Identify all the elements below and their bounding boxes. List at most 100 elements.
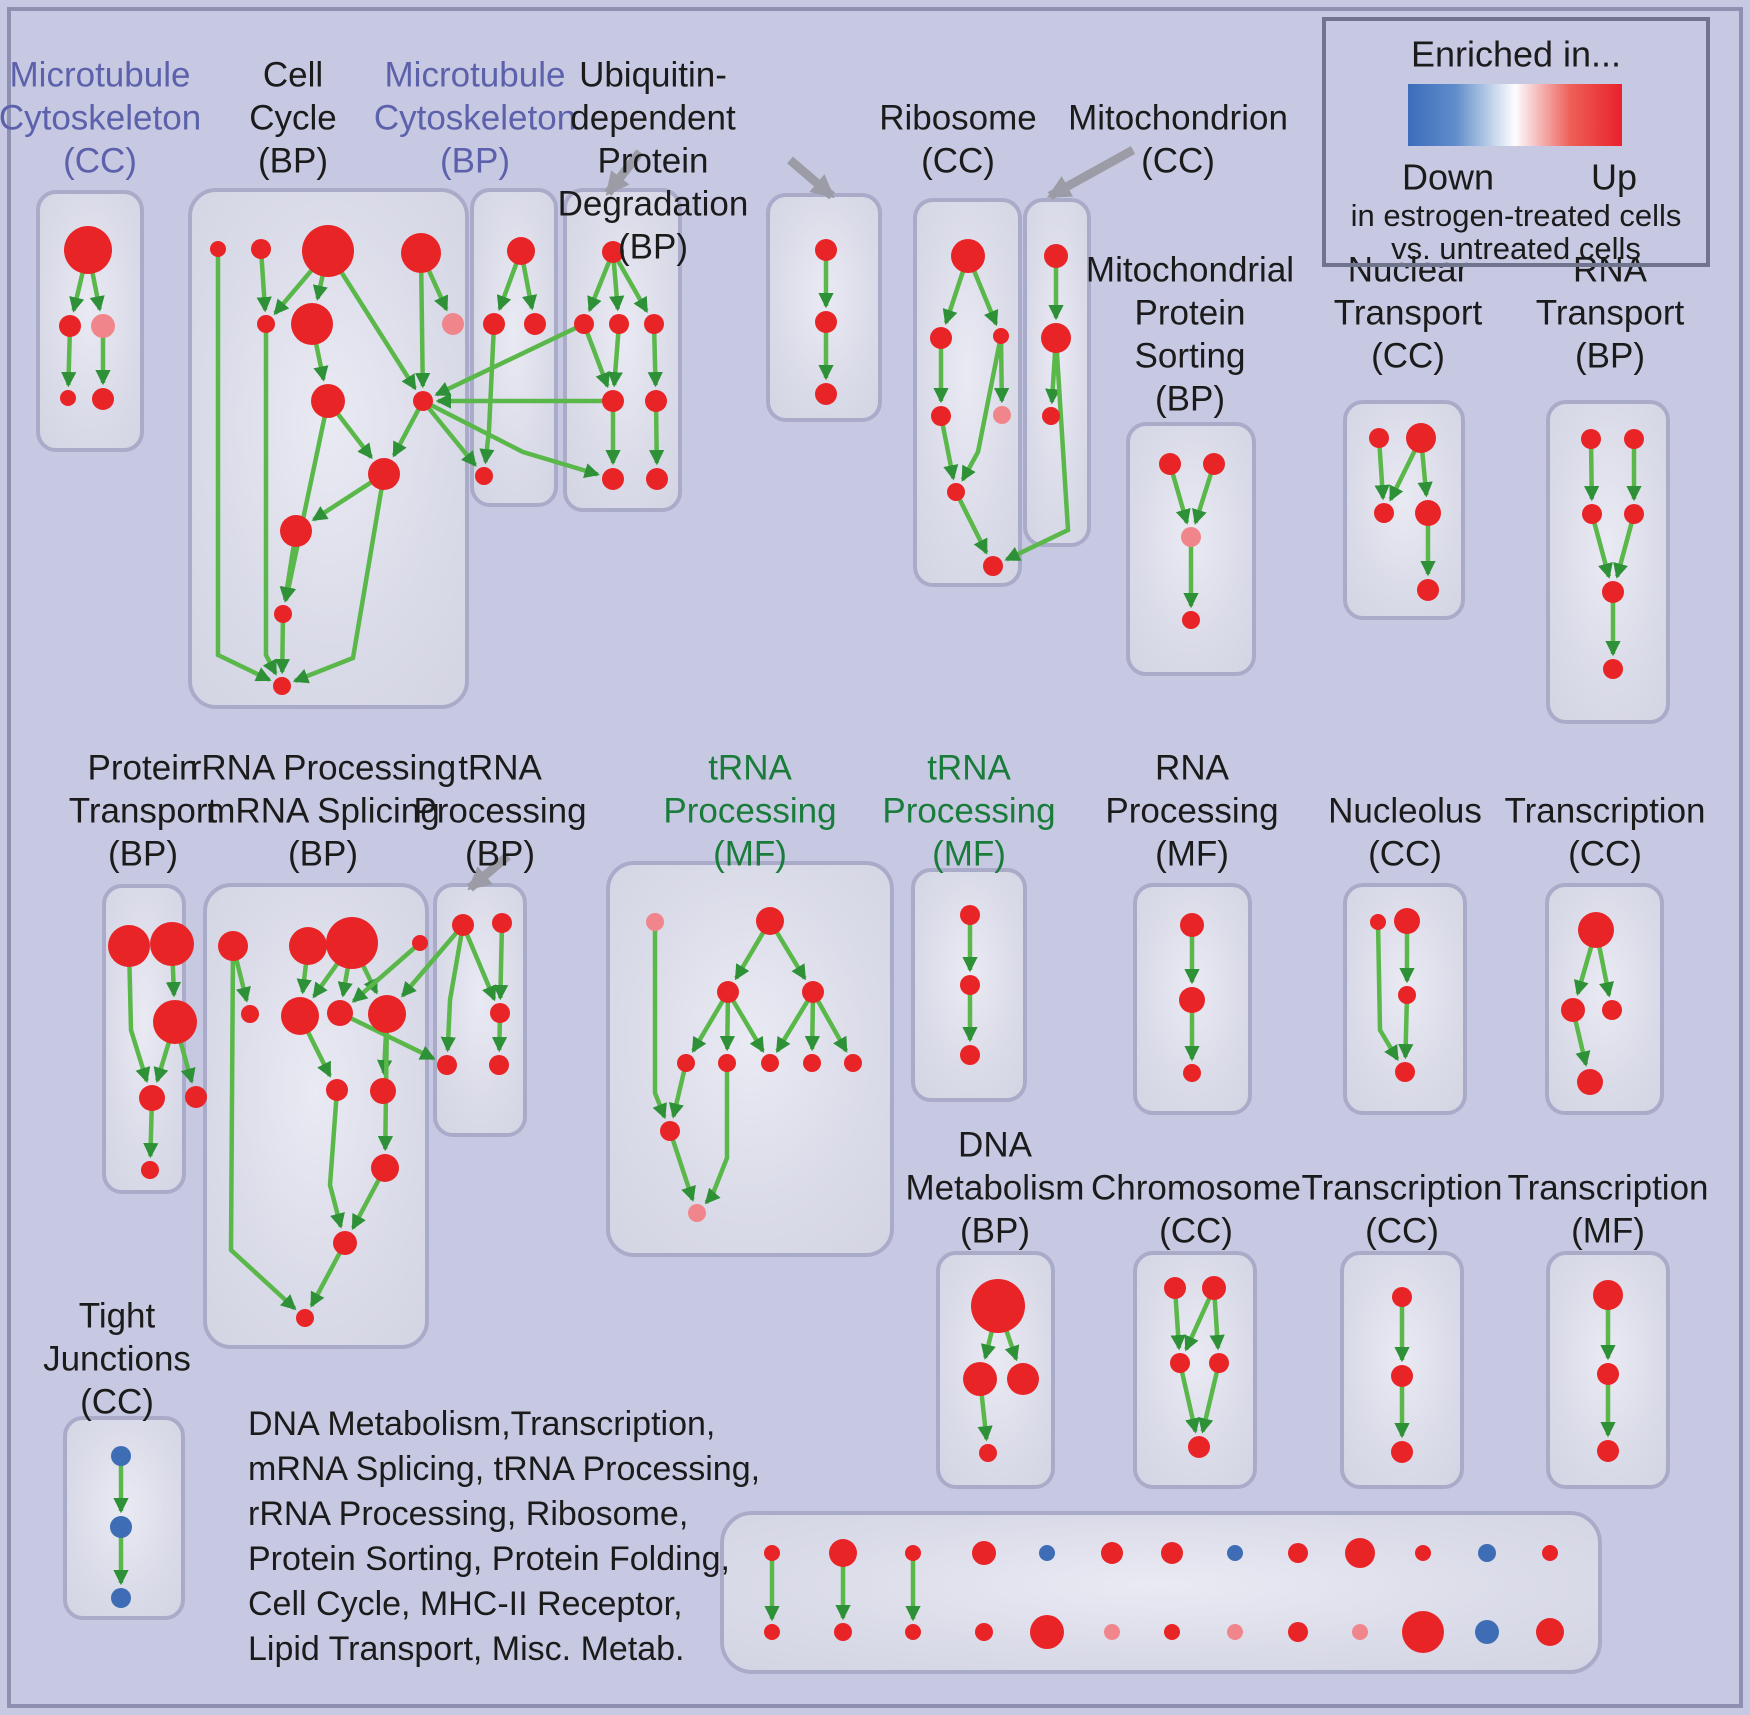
edge-arrow-c2-c5	[581, 323, 610, 389]
edge-arrow-w4-w9	[811, 990, 849, 1053]
edge-arrow-n1-n13	[215, 249, 272, 682]
go-term-node-n9	[413, 391, 433, 411]
go-term-node-c2	[574, 314, 594, 334]
go-term-node-d2	[815, 311, 837, 333]
go-term-node-n5	[257, 315, 275, 333]
cluster-label-cell-cycle-bp-line1: Cell	[263, 55, 323, 94]
cluster-label-rna-transport-bp-line1: RNA	[1573, 250, 1648, 289]
go-term-node-n1	[210, 241, 226, 257]
go-term-node-r3	[993, 328, 1009, 344]
go-term-node-k3	[1602, 1000, 1622, 1020]
misc-note-line6: Lipid Transport, Misc. Metab.	[248, 1630, 685, 1668]
go-term-node-r4	[931, 406, 951, 426]
go-term-node-bb3b	[905, 1624, 921, 1640]
cluster-label-chromosome-cc-line1: Chromosome	[1091, 1168, 1301, 1207]
go-term-node-q8	[368, 995, 406, 1033]
go-term-node-q3	[326, 917, 378, 969]
go-term-node-r1	[951, 239, 985, 273]
go-term-node-r5	[993, 406, 1011, 424]
go-term-node-j3	[1597, 1440, 1619, 1462]
edge-arrow-t1-t3	[1374, 437, 1390, 501]
edge-arrow-q1-q13	[228, 945, 297, 1311]
edge-arrow-v1-q8	[400, 923, 465, 998]
go-term-node-q10	[370, 1078, 396, 1104]
go-term-node-d1	[815, 239, 837, 261]
go-term-node-bb1t	[764, 1545, 780, 1561]
go-term-node-bb10b	[1352, 1624, 1368, 1640]
go-term-node-tj2	[110, 1516, 132, 1538]
cluster-label-tight-junctions-cc-line1: Tight	[79, 1296, 156, 1335]
go-term-node-m3	[1042, 407, 1060, 425]
go-term-node-q13	[296, 1309, 314, 1327]
go-term-node-v1	[452, 914, 474, 936]
edge-arrow-n2-n5	[256, 248, 272, 313]
go-term-node-w11	[688, 1204, 706, 1222]
go-term-node-c6	[645, 390, 667, 412]
cluster-label-trna-processing-mf-1-line2: Processing	[663, 791, 836, 830]
go-term-node-bb8b	[1227, 1624, 1243, 1640]
go-term-node-bb12t	[1478, 1544, 1496, 1562]
go-term-node-z2	[1394, 908, 1420, 934]
go-term-node-g2	[963, 1362, 997, 1396]
go-term-node-q12	[333, 1231, 357, 1255]
go-term-node-z4	[1395, 1062, 1415, 1082]
go-term-node-bb13t	[1542, 1545, 1558, 1561]
go-term-node-h1	[1164, 1277, 1186, 1299]
edge-arrow-r3-r6	[960, 335, 1004, 482]
box-rrna-mrna	[203, 883, 429, 1349]
cluster-label-trna-processing-bp-line2: Processing	[413, 791, 586, 830]
edge-arrow-u1-u3	[1583, 438, 1600, 502]
edge-arrow-m2-r7	[1004, 337, 1071, 562]
cluster-label-mitochondrion-cc-line1: Mitochondrion	[1068, 98, 1288, 137]
go-term-node-e3	[960, 1045, 980, 1065]
go-term-node-w3	[717, 981, 739, 1003]
go-term-node-a1	[64, 226, 112, 274]
go-term-node-w2	[756, 907, 784, 935]
box-nuclear-transport	[1343, 400, 1465, 620]
go-term-node-e2	[960, 975, 980, 995]
cluster-label-protein-transport-bp-line3: (BP)	[108, 834, 178, 873]
cluster-label-rna-transport-bp-line3: (BP)	[1575, 336, 1645, 375]
go-term-node-n6	[291, 303, 333, 345]
edge-arrow-w5-w10	[668, 1062, 689, 1119]
cluster-label-nuclear-transport-cc-line2: Transport	[1334, 293, 1483, 332]
go-term-node-n13	[273, 677, 291, 695]
go-term-node-q4	[412, 935, 428, 951]
cluster-label-trna-processing-mf-1-line3: (MF)	[713, 834, 787, 873]
cluster-label-trna-processing-mf-1-line1: tRNA	[708, 748, 792, 787]
go-term-node-f1	[1180, 913, 1204, 937]
go-term-node-a5	[92, 388, 114, 410]
cluster-label-trna-processing-bp-line1: tRNA	[458, 748, 542, 787]
edge-arrow-n3-n9	[326, 249, 417, 391]
edge-arrow-w6-w11	[704, 1063, 730, 1205]
go-term-node-t4	[1415, 500, 1441, 526]
cluster-label-dna-metabolism-bp-line3: (BP)	[960, 1211, 1030, 1250]
cluster-label-cell-cycle-bp-line3: (BP)	[258, 141, 328, 180]
edge-arrow-c3-c5	[607, 323, 623, 388]
misc-note-line1: DNA Metabolism,Transcription,	[248, 1405, 715, 1443]
go-term-node-n2	[251, 239, 271, 259]
misc-note-line4: Protein Sorting, Protein Folding,	[248, 1540, 730, 1578]
go-term-node-c4	[644, 314, 664, 334]
cluster-label-mitochondrion-cc-line2: (CC)	[1141, 141, 1215, 180]
go-term-node-p4	[139, 1085, 165, 1111]
go-term-node-c5	[602, 390, 624, 412]
cluster-label-transcription-cc-row2-line2: (CC)	[1568, 834, 1642, 873]
go-term-node-bb13b	[1536, 1618, 1564, 1646]
go-term-node-h4	[1209, 1353, 1229, 1373]
go-term-node-z1	[1370, 914, 1386, 930]
edge-arrow-n4-n9	[414, 252, 431, 389]
go-term-node-bb8t	[1227, 1545, 1243, 1561]
go-term-node-bb9t	[1288, 1543, 1308, 1563]
go-term-node-w8	[803, 1054, 821, 1072]
go-term-node-bb2t	[829, 1539, 857, 1567]
figure-border	[7, 7, 1743, 1708]
cluster-label-mitochondrial-protein-sorting-bp-line3: Sorting	[1135, 336, 1246, 375]
box-misc-wide	[720, 1511, 1602, 1674]
cluster-label-rna-processing-mf-line3: (MF)	[1155, 834, 1229, 873]
go-term-node-b2	[483, 313, 505, 335]
cluster-label-trna-processing-mf-2-line2: Processing	[882, 791, 1055, 830]
go-term-node-n3	[302, 225, 354, 277]
go-term-node-bb6t	[1101, 1542, 1123, 1564]
